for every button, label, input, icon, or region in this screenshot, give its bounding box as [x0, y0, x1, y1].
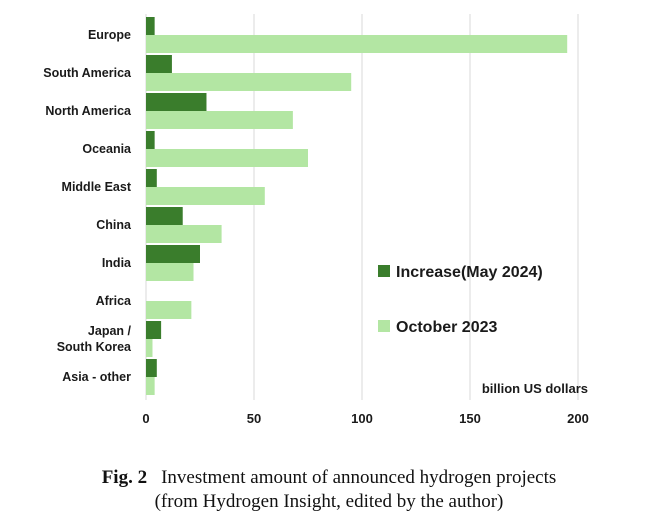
bar-oct2023-8	[146, 339, 153, 357]
legend: Increase(May 2024) October 2023	[378, 264, 543, 336]
category-label-line: India	[102, 256, 132, 270]
category-label: Europe	[88, 28, 131, 42]
bar-increase-5	[146, 207, 183, 225]
x-tick-label: 50	[247, 411, 261, 426]
category-label-line: Japan /	[88, 324, 132, 338]
bar-increase-9	[146, 359, 157, 377]
category-label-line: North America	[45, 104, 132, 118]
x-axis-unit-label: billion US dollars	[482, 381, 588, 396]
bar-chart: Europe South America North America Oceania M…	[43, 14, 589, 426]
legend-label-1: October 2023	[396, 319, 497, 336]
caption-line-2: (from Hydrogen Insight, edited by the au…	[154, 491, 504, 512]
bar-oct2023-3	[146, 149, 308, 167]
category-label: Asia - other	[62, 370, 131, 384]
category-label-line: South America	[43, 66, 132, 80]
bar-oct2023-9	[146, 377, 155, 395]
x-tick-labels: 0 50 100 150 200	[142, 411, 588, 426]
category-label-line: South Korea	[57, 340, 132, 354]
category-label: South America	[43, 66, 132, 80]
category-labels: Europe South America North America Oceania M…	[43, 28, 132, 384]
bar-oct2023-6	[146, 263, 194, 281]
bar-oct2023-0	[146, 35, 568, 53]
bars	[146, 17, 568, 395]
category-label: India	[102, 256, 132, 270]
x-tick-label: 100	[351, 411, 373, 426]
bar-increase-4	[146, 169, 157, 187]
bar-increase-8	[146, 321, 162, 339]
bar-oct2023-4	[146, 187, 265, 205]
category-label-line: Europe	[88, 28, 131, 42]
category-label: Japan / South Korea	[57, 324, 132, 354]
bar-increase-1	[146, 55, 172, 73]
category-label: Oceania	[82, 142, 132, 156]
x-tick-label: 150	[459, 411, 481, 426]
category-label: North America	[45, 104, 132, 118]
caption-title: Investment amount of announced hydrogen …	[161, 467, 557, 488]
grid-lines	[145, 14, 579, 400]
category-label: Middle East	[62, 180, 132, 194]
bar-increase-3	[146, 131, 155, 149]
figure-caption: Fig. 2 Investment amount of announced hyd…	[0, 466, 658, 514]
x-tick-label: 200	[567, 411, 589, 426]
legend-swatch-0	[378, 265, 390, 277]
category-label: Africa	[96, 294, 132, 308]
bar-increase-0	[146, 17, 155, 35]
bar-increase-6	[146, 245, 200, 263]
category-label: China	[96, 218, 132, 232]
category-label-line: Oceania	[82, 142, 132, 156]
bar-oct2023-1	[146, 73, 352, 91]
legend-swatch-1	[378, 320, 390, 332]
legend-label-0: Increase(May 2024)	[396, 264, 543, 281]
caption-figure-number: Fig. 2	[101, 467, 148, 488]
caption-line-1: Fig. 2 Investment amount of announced hyd…	[0, 466, 658, 490]
bar-oct2023-5	[146, 225, 222, 243]
bar-oct2023-2	[146, 111, 293, 129]
x-tick-label: 0	[142, 411, 149, 426]
bar-oct2023-7	[146, 301, 192, 319]
category-label-line: China	[96, 218, 132, 232]
category-label-line: Asia - other	[62, 370, 131, 384]
category-label-line: Middle East	[62, 180, 132, 194]
category-label-line: Africa	[96, 294, 132, 308]
bar-increase-2	[146, 93, 207, 111]
